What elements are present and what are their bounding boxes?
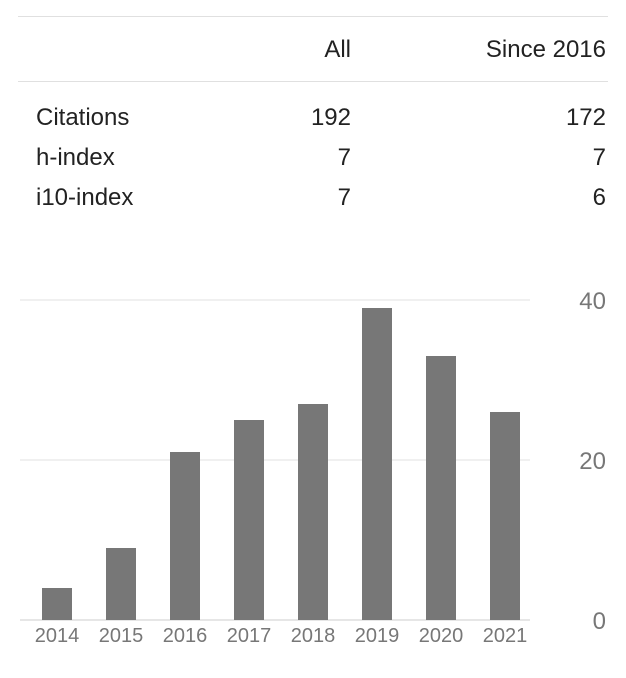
y-tick-label-20: 20 <box>579 448 606 475</box>
bar-2018 <box>298 404 328 620</box>
x-tick-label-2020: 2020 <box>419 625 464 647</box>
bar-2015 <box>106 548 136 620</box>
bar-2016 <box>170 452 200 620</box>
row-label-h-index: h-index <box>36 144 115 171</box>
bar-2014 <box>42 588 72 620</box>
citations-all-value: 192 <box>310 104 351 131</box>
x-tick-label-2015: 2015 <box>99 625 144 647</box>
table-body: Citations 192 172 h-index 7 7 i10-index … <box>18 82 608 222</box>
x-tick-label-2021: 2021 <box>483 625 528 647</box>
citations-per-year-chart: 0 20 40 2014 2015 2016 2017 2018 2019 2020 2021 <box>20 288 606 647</box>
y-tick-label-0: 0 <box>593 608 606 635</box>
column-header-since-2016: Since 2016 <box>485 36 606 63</box>
x-tick-label-2017: 2017 <box>227 625 272 647</box>
row-label-citations: Citations <box>36 104 130 131</box>
column-header-all: All <box>324 36 351 63</box>
citation-stats-table: All Since 2016 Citations 192 172 h-index… <box>18 16 608 222</box>
x-tick-label-2019: 2019 <box>355 625 400 647</box>
h-index-all-value: 7 <box>337 144 351 171</box>
bar-2020 <box>426 356 456 620</box>
bar-2021 <box>490 412 520 620</box>
h-index-since-value: 7 <box>592 144 606 171</box>
table-header-divider <box>18 81 608 82</box>
citations-since-value: 172 <box>565 104 606 131</box>
x-tick-label-2018: 2018 <box>291 625 336 647</box>
x-tick-label-2016: 2016 <box>163 625 208 647</box>
bar-2019 <box>362 308 392 620</box>
table-top-divider <box>18 16 608 17</box>
table-row-citations: Citations 192 172 <box>18 104 608 144</box>
i10-index-all-value: 7 <box>337 184 351 211</box>
bar-2017 <box>234 420 264 620</box>
table-row-h-index: h-index 7 7 <box>18 144 608 184</box>
table-row-i10-index: i10-index 7 6 <box>18 184 608 224</box>
table-header-row: All Since 2016 <box>18 17 608 81</box>
i10-index-since-value: 6 <box>592 184 606 211</box>
y-tick-label-40: 40 <box>579 288 606 315</box>
x-tick-label-2014: 2014 <box>35 625 80 647</box>
row-label-i10-index: i10-index <box>36 184 134 211</box>
